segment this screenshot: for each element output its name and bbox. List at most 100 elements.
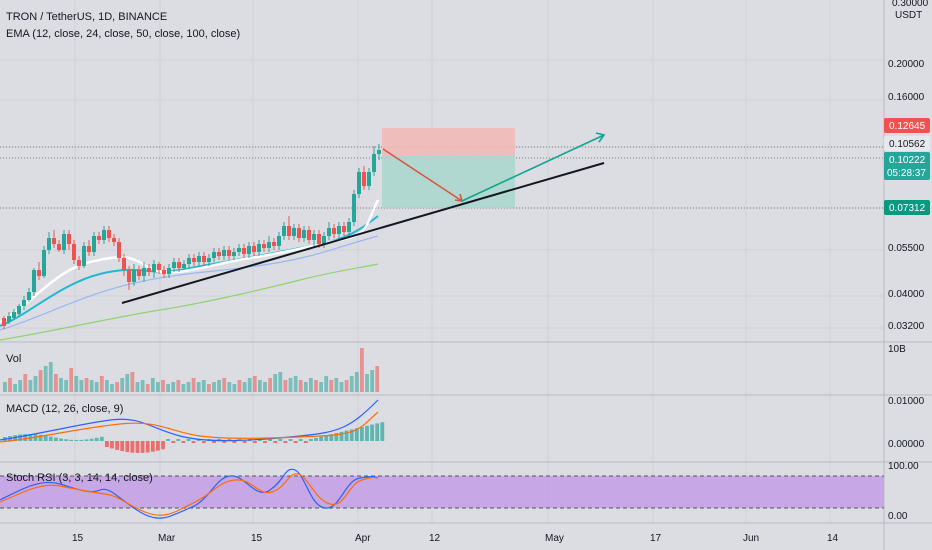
macd-histogram-bar xyxy=(145,441,150,453)
time-tick: 15 xyxy=(251,533,263,544)
candle-body xyxy=(7,316,11,322)
volume-bar xyxy=(150,378,155,392)
volume-bar xyxy=(59,378,63,392)
macd-histogram-bar xyxy=(293,441,298,443)
volume-bar xyxy=(186,382,191,392)
current-price-label: 0.10222 xyxy=(889,155,926,166)
candle-body xyxy=(87,246,91,252)
volume-bar xyxy=(196,382,201,392)
candle-body xyxy=(307,230,311,240)
candle-body xyxy=(117,242,121,258)
candle-body xyxy=(322,236,326,244)
volume-bar xyxy=(242,382,247,392)
macd-histogram-bar xyxy=(349,429,354,441)
macd-histogram-bar xyxy=(298,439,303,441)
time-tick: 15 xyxy=(72,533,84,544)
volume-bar xyxy=(161,380,165,392)
macd-histogram-bar xyxy=(319,436,323,441)
macd-label[interactable]: MACD (12, 26, close, 9) xyxy=(6,403,123,415)
macd-histogram-bar xyxy=(125,441,130,453)
ascending-trendline[interactable] xyxy=(121,162,605,304)
volume-bar xyxy=(145,384,150,392)
time-axis[interactable]: 15 Mar 15 Apr 12 May 17 Jun 14 xyxy=(72,533,839,544)
candle-body xyxy=(132,270,136,282)
price-axis-currency: USDT xyxy=(895,10,922,21)
ema-indicator-label[interactable]: EMA (12, close, 24, close, 50, close, 10… xyxy=(6,28,240,40)
volume-label[interactable]: Vol xyxy=(6,353,21,365)
macd-histogram-bar xyxy=(196,439,201,441)
candle-body xyxy=(92,236,96,252)
volume-bar xyxy=(69,368,74,392)
macd-histogram-bar xyxy=(110,441,114,449)
symbol-title[interactable]: TRON / TetherUS, 1D, BINANCE xyxy=(6,11,167,23)
volume-bar xyxy=(207,384,211,392)
macd-histogram-bar xyxy=(94,437,99,441)
volume-bar xyxy=(166,384,170,392)
volume-bar xyxy=(237,380,242,392)
volume-bar xyxy=(201,380,206,392)
macd-histogram-bar xyxy=(135,441,140,453)
macd-histogram-bar xyxy=(186,439,191,441)
macd-histogram-bar xyxy=(84,439,89,441)
position-risk-zone[interactable] xyxy=(382,128,515,155)
price-tick: 0.20000 xyxy=(888,59,925,70)
macd-axis-tick: 0.00000 xyxy=(888,439,925,450)
macd-histogram-bar xyxy=(258,439,262,441)
candle-body xyxy=(297,228,301,238)
volume-bar xyxy=(278,372,283,392)
volume-bar xyxy=(232,384,237,392)
price-axis[interactable]: 0.30000 USDT 0.20000 0.16000 0.05500 0.0… xyxy=(888,0,929,332)
volume-bar xyxy=(309,378,313,392)
macd-histogram-bar xyxy=(18,434,23,441)
macd-histogram-bar xyxy=(156,441,160,451)
target-price-label: 0.07312 xyxy=(889,203,926,214)
time-tick: 14 xyxy=(827,533,839,544)
volume-bar xyxy=(344,380,349,392)
macd-histogram-bar xyxy=(303,441,308,443)
candle-body xyxy=(377,150,381,154)
macd-histogram-bar xyxy=(171,441,176,443)
position-reward-zone[interactable] xyxy=(382,155,515,208)
candle-body xyxy=(242,248,246,254)
volume-bar xyxy=(181,384,186,392)
candle-body xyxy=(47,238,51,250)
stoch-rsi-label[interactable]: Stoch RSI (3, 3, 14, 14, close) xyxy=(6,472,153,484)
candle-body xyxy=(32,270,36,292)
candle-body xyxy=(222,250,226,256)
macd-histogram-bar xyxy=(64,439,68,441)
candle-body xyxy=(312,234,316,240)
candle-body xyxy=(42,250,46,276)
volume-bar xyxy=(314,380,318,392)
volume-bar xyxy=(354,372,359,392)
macd-histogram-bar xyxy=(273,441,278,443)
macd-signal-line xyxy=(0,411,379,443)
volume-bar xyxy=(334,378,339,392)
macd-histogram-bar xyxy=(69,439,74,441)
candle-body xyxy=(67,234,71,244)
volume-bar xyxy=(115,382,119,392)
macd-histogram-bar xyxy=(365,425,369,441)
candle-countdown: 05:28:37 xyxy=(887,168,926,179)
volume-bar xyxy=(74,376,79,392)
stoch-rsi-lines xyxy=(0,468,379,519)
stoch-rsi-band xyxy=(0,476,884,508)
price-tick: 0.16000 xyxy=(888,92,925,103)
projection-up-arrow[interactable] xyxy=(461,132,606,202)
volume-bar xyxy=(263,382,267,392)
candle-body xyxy=(232,252,236,256)
candle-body xyxy=(262,244,266,248)
stop-price-label: 0.12645 xyxy=(889,121,926,132)
volume-bar xyxy=(217,380,221,392)
macd-histogram-bar xyxy=(344,430,349,441)
macd-histogram-bar xyxy=(130,441,135,453)
time-tick: Mar xyxy=(158,533,176,544)
volume-bar xyxy=(268,378,272,392)
stoch-axis-tick: 100.00 xyxy=(888,461,919,472)
macd-histogram-bar xyxy=(227,439,232,441)
macd-histogram-bar xyxy=(140,441,145,453)
volume-bar xyxy=(191,378,196,392)
macd-histogram-bar xyxy=(375,423,380,441)
candle-body xyxy=(17,306,21,314)
volume-bar xyxy=(171,382,176,392)
